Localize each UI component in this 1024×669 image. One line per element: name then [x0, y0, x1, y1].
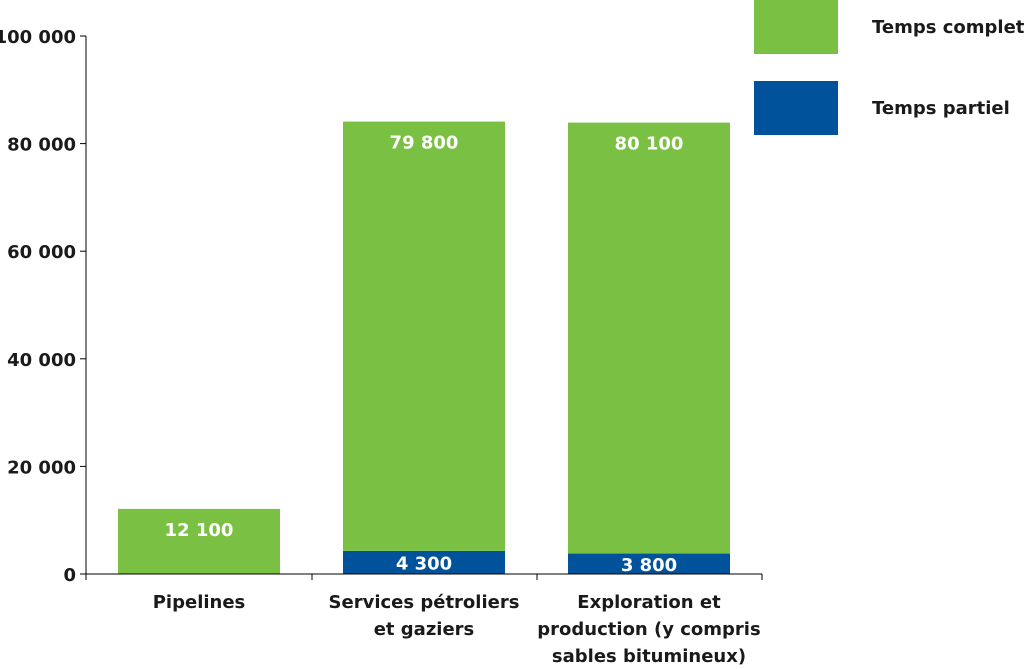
labels-layer: 12 100 4 300 79 800 3 800 80 100 0 20 000 40 00… — [0, 27, 761, 667]
x-category-label: Services pétroliers et gaziers — [329, 592, 520, 640]
bar-part-time-1 — [343, 550, 505, 574]
legend-label-part-time: Temps partiel — [872, 98, 1010, 119]
bar-full-time-1 — [343, 121, 505, 551]
data-label-full-time-1: 79 800 — [390, 133, 459, 154]
y-tick-label: 60 000 — [7, 242, 76, 263]
bars-layer — [118, 121, 730, 574]
bar-full-time-0 — [118, 508, 280, 574]
legend-swatch-full-time — [754, 0, 838, 54]
bar-part-time-2 — [568, 553, 730, 574]
x-category-label: Exploration et production (y compris sable… — [537, 592, 760, 667]
y-tick-label: 20 000 — [7, 457, 76, 478]
bar-full-time-2 — [568, 122, 730, 554]
data-label-full-time-0: 12 100 — [165, 520, 234, 541]
data-label-full-time-2: 80 100 — [615, 134, 684, 155]
legend-label-full-time: Temps complet — [872, 17, 1024, 38]
legend: Temps complet Temps partiel — [754, 0, 1024, 135]
axes-layer — [80, 35, 763, 580]
x-category-label: Pipelines — [153, 592, 246, 613]
y-tick-label: 0 — [63, 565, 76, 586]
data-label-part-time-2: 3 800 — [621, 555, 677, 576]
y-tick-label: 100 000 — [0, 27, 76, 48]
legend-swatch-part-time — [754, 81, 838, 135]
data-label-part-time-1: 4 300 — [396, 553, 452, 574]
y-tick-label: 40 000 — [7, 350, 76, 371]
y-tick-label: 80 000 — [7, 135, 76, 156]
